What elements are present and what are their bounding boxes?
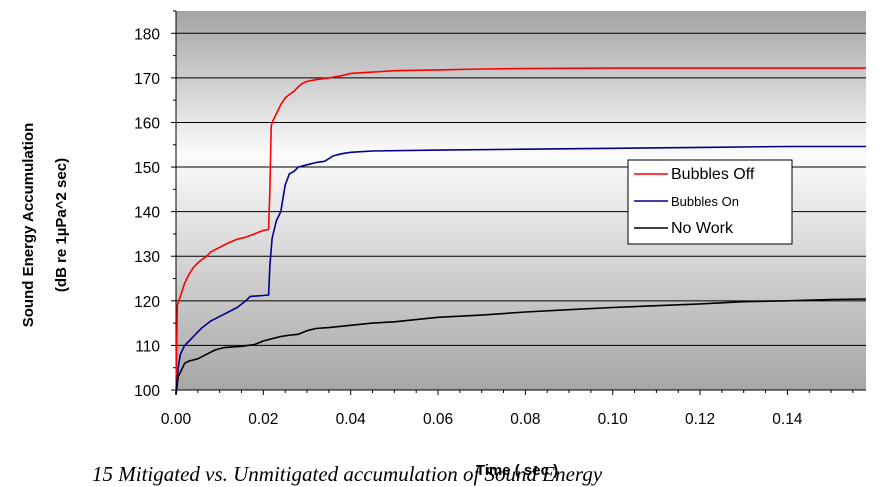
x-tick-label: 0.14 [772, 411, 803, 428]
x-tick-label: 0.12 [685, 411, 715, 428]
series-line-bubbles-off [175, 67, 866, 395]
gridlines [176, 32, 866, 346]
x-tick-label: 0.02 [248, 411, 278, 428]
y-tick-label: 140 [134, 205, 160, 222]
series-line-bubbles-on [175, 145, 866, 395]
x-tick-label: 0.04 [336, 411, 367, 428]
legend-label: No Work [671, 220, 734, 237]
x-tick-label: 0.00 [161, 411, 192, 428]
x-tick-label: 0.10 [598, 411, 629, 428]
y-axis-ticks: 100 110 120 130 140 150 160 170 180 [134, 10, 176, 400]
x-axis-title: Time ( sec ) [476, 462, 558, 479]
y-tick-label: 110 [135, 338, 160, 355]
axes [175, 11, 866, 391]
x-tick-label: 0.08 [510, 411, 540, 428]
legend: Bubbles Off Bubbles On No Work [627, 159, 793, 245]
x-axis-ticks: 0.00 0.02 0.04 0.06 0.08 0.10 0.12 0.14 [161, 390, 854, 428]
y-tick-label: 170 [134, 71, 160, 88]
legend-label: Bubbles Off [671, 166, 755, 183]
legend-label: Bubbles On [671, 194, 739, 209]
series-line-no-work [175, 298, 867, 395]
y-axis-title-line1: Sound Energy Accumulation [20, 123, 37, 327]
y-tick-label: 130 [134, 249, 160, 266]
series-group [175, 67, 867, 395]
y-tick-label: 120 [134, 294, 160, 311]
y-tick-label: 100 [134, 383, 160, 400]
figure-caption: 15 Mitigated vs. Unmitigated accumulatio… [92, 462, 603, 486]
y-tick-label: 150 [134, 160, 160, 177]
y-tick-label: 180 [134, 26, 160, 43]
x-tick-label: 0.06 [423, 411, 453, 428]
y-tick-label: 160 [134, 115, 160, 132]
y-axis-title-line2: (dB re 1µPa^2 sec) [53, 158, 70, 292]
